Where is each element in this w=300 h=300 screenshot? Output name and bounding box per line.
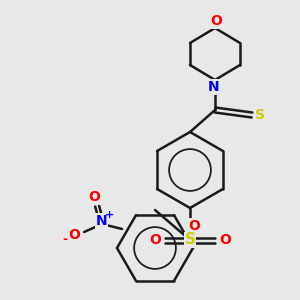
Text: S: S xyxy=(255,108,265,122)
Text: N: N xyxy=(208,80,220,94)
Text: -: - xyxy=(62,233,68,247)
Text: S: S xyxy=(184,232,196,247)
Text: O: O xyxy=(188,219,200,233)
Text: O: O xyxy=(88,190,100,204)
Text: +: + xyxy=(104,210,114,220)
Text: O: O xyxy=(219,233,231,247)
Text: O: O xyxy=(210,14,222,28)
Text: O: O xyxy=(68,228,80,242)
Text: N: N xyxy=(95,214,107,228)
Text: O: O xyxy=(149,233,161,247)
